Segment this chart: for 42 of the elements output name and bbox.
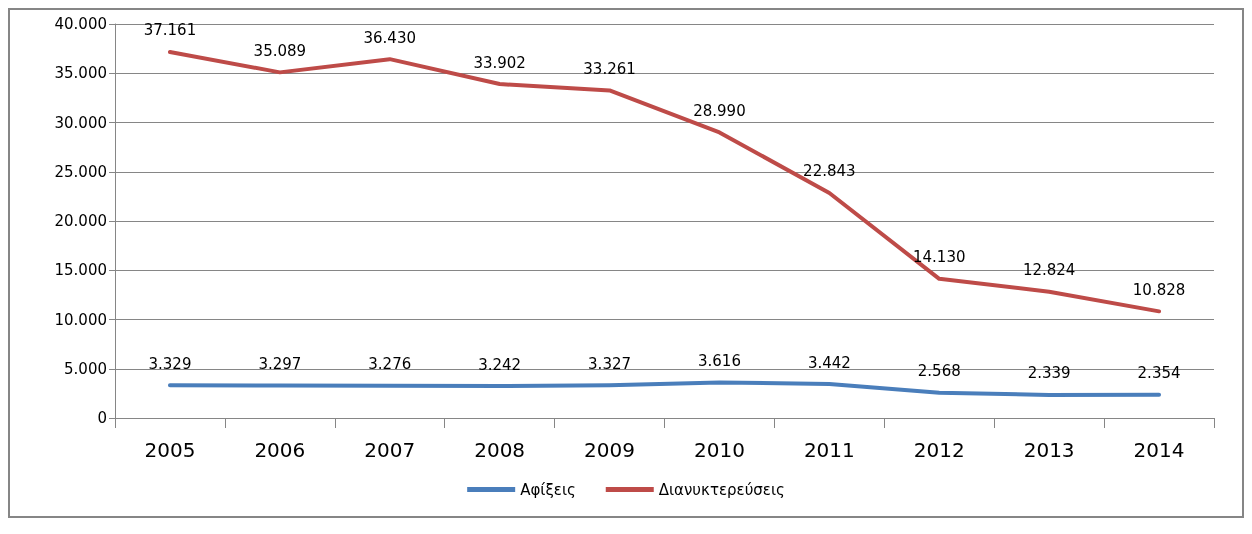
data-label: 12.824	[1022, 261, 1076, 280]
y-tick-label: 25.000	[54, 162, 107, 181]
x-tick-label: 2014	[1133, 438, 1185, 462]
x-tick-label: 2006	[254, 438, 306, 462]
data-label: 33.902	[473, 53, 526, 72]
y-tick-label: 15.000	[54, 261, 107, 280]
legend-label: Αφίξεις	[520, 480, 576, 499]
y-tick-label: 40.000	[54, 15, 107, 33]
data-label: 3.327	[588, 354, 632, 373]
y-tick-label: 5.000	[64, 359, 107, 378]
x-tick-label: 2005	[144, 438, 196, 462]
data-label: 3.442	[807, 353, 851, 372]
data-label: 3.276	[368, 355, 412, 374]
x-tick-label: 2010	[694, 438, 745, 462]
data-label: 3.297	[258, 355, 302, 374]
data-label: 3.242	[478, 355, 522, 374]
data-label: 37.161	[143, 21, 197, 40]
legend-label: Διανυκτερεύσεις	[658, 480, 785, 499]
y-tick-label: 20.000	[54, 212, 107, 230]
data-label: 35.089	[253, 41, 307, 60]
x-tick-label: 2011	[803, 438, 855, 462]
y-tick-label: 35.000	[54, 64, 107, 83]
y-tick-label: 10.000	[54, 310, 107, 329]
x-tick-label: 2013	[1023, 438, 1075, 462]
y-tick-label: 30.000	[54, 113, 107, 132]
data-label: 36.430	[363, 28, 416, 47]
data-label: 28.990	[693, 101, 746, 120]
data-label: 2.339	[1027, 364, 1071, 383]
data-label: 10.828	[1132, 280, 1186, 299]
data-label: 3.616	[697, 351, 741, 370]
data-label: 22.843	[803, 162, 856, 181]
data-label: 2.354	[1137, 364, 1181, 383]
data-label: 3.329	[148, 354, 192, 373]
x-tick-label: 2009	[584, 438, 635, 462]
line-series	[167, 380, 1162, 397]
data-label: 33.261	[583, 59, 636, 78]
x-tick-label: 2007	[364, 438, 416, 462]
y-tick-label: 0	[97, 409, 107, 427]
x-tick-label: 2008	[474, 438, 526, 462]
data-label: 2.568	[917, 362, 961, 381]
x-tick-label: 2012	[913, 438, 965, 462]
data-label: 14.130	[913, 248, 966, 267]
